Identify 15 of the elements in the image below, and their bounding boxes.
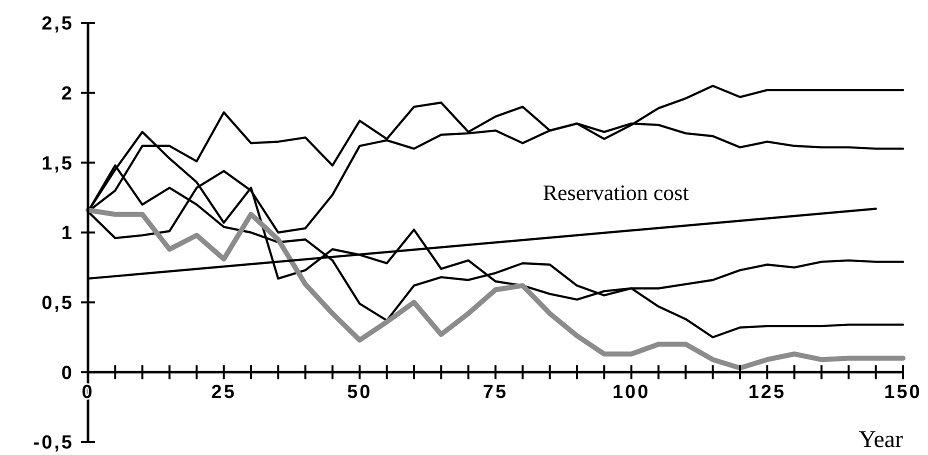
series-label: Reservation cost — [542, 180, 689, 205]
y-tick-label: 0,5 — [42, 292, 74, 314]
x-tick-label: 50 — [347, 382, 372, 404]
y-tick-label: 0 — [61, 362, 74, 384]
y-tick-label: -0,5 — [33, 432, 74, 454]
x-tick-label: 125 — [748, 382, 786, 404]
y-tick-label: 2,5 — [42, 14, 74, 35]
y-tick-label: 1 — [61, 223, 74, 244]
x-tick-label: 75 — [482, 382, 508, 404]
x-tick-label: 25 — [211, 382, 236, 404]
x-axis-title: Year — [858, 427, 903, 453]
x-tick-label: 100 — [612, 382, 650, 404]
y-tick-label: 1,5 — [42, 153, 74, 174]
x-tick-label: 150 — [884, 382, 922, 404]
y-tick-label: 2 — [61, 83, 74, 104]
